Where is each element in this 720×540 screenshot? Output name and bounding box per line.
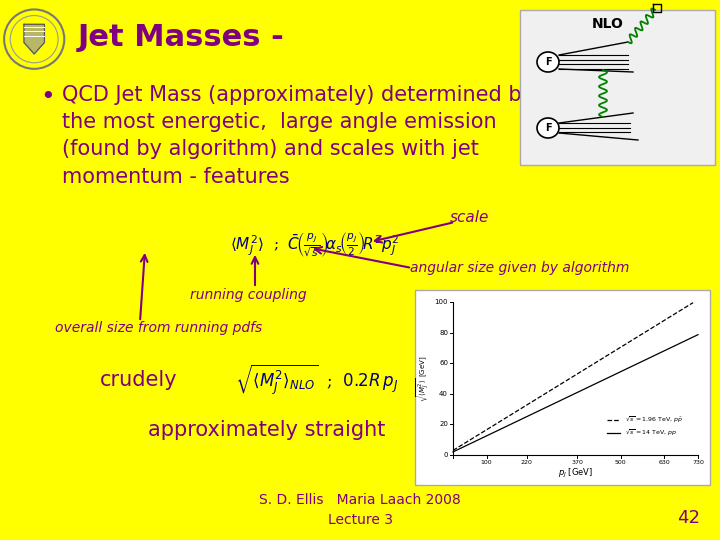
Text: QCD Jet Mass (approximately) determined by
the most energetic,  large angle emis: QCD Jet Mass (approximately) determined … xyxy=(62,85,534,187)
Text: 0: 0 xyxy=(444,452,448,458)
Text: $\langle M_J^2 \rangle$  ;  $\bar{C}\!\left(\frac{p_J}{\sqrt{s}}\right)\!\alpha_: $\langle M_J^2 \rangle$ ; $\bar{C}\!\lef… xyxy=(230,231,400,259)
Text: $\sqrt{s}=14$ TeV, $pp$: $\sqrt{s}=14$ TeV, $pp$ xyxy=(625,428,677,438)
Text: 500: 500 xyxy=(615,460,626,465)
Text: F: F xyxy=(545,123,552,133)
Text: $\sqrt{s}=1.96$ TeV, $p\bar{p}$: $\sqrt{s}=1.96$ TeV, $p\bar{p}$ xyxy=(625,415,683,425)
Text: scale: scale xyxy=(450,211,490,226)
Text: running coupling: running coupling xyxy=(189,288,306,302)
Text: 40: 40 xyxy=(439,391,448,397)
Text: overall size from running pdfs: overall size from running pdfs xyxy=(55,321,262,335)
Text: approximately straight: approximately straight xyxy=(148,420,385,440)
Ellipse shape xyxy=(537,118,559,138)
Text: 60: 60 xyxy=(439,360,448,366)
Bar xyxy=(415,290,710,485)
Text: angular size given by algorithm: angular size given by algorithm xyxy=(410,261,629,275)
Text: 80: 80 xyxy=(439,329,448,335)
Bar xyxy=(520,10,715,165)
Text: 630: 630 xyxy=(659,460,670,465)
Text: F: F xyxy=(545,57,552,67)
Text: $\sqrt{\langle M_J^2 \rangle_{NLO}}$  ;  $0.2 R\, p_J$: $\sqrt{\langle M_J^2 \rangle_{NLO}}$ ; $… xyxy=(235,363,398,397)
Text: crudely: crudely xyxy=(100,370,178,390)
Polygon shape xyxy=(24,24,45,54)
Text: S. D. Ellis   Maria Laach 2008
Lecture 3: S. D. Ellis Maria Laach 2008 Lecture 3 xyxy=(259,493,461,526)
Text: •: • xyxy=(40,85,55,109)
Text: 220: 220 xyxy=(521,460,533,465)
Text: 370: 370 xyxy=(571,460,583,465)
Text: NLO: NLO xyxy=(592,17,624,31)
Text: Jet Masses -: Jet Masses - xyxy=(78,24,284,52)
Text: 100: 100 xyxy=(481,460,492,465)
Text: 100: 100 xyxy=(434,299,448,305)
Text: $\sqrt{\langle M_J^2\rangle}$ [GeV]: $\sqrt{\langle M_J^2\rangle}$ [GeV] xyxy=(415,355,431,402)
Text: 42: 42 xyxy=(677,509,700,527)
Text: 20: 20 xyxy=(439,421,448,427)
Text: $p_J$ [GeV]: $p_J$ [GeV] xyxy=(558,467,593,480)
Ellipse shape xyxy=(537,52,559,72)
Text: 730: 730 xyxy=(692,460,704,465)
